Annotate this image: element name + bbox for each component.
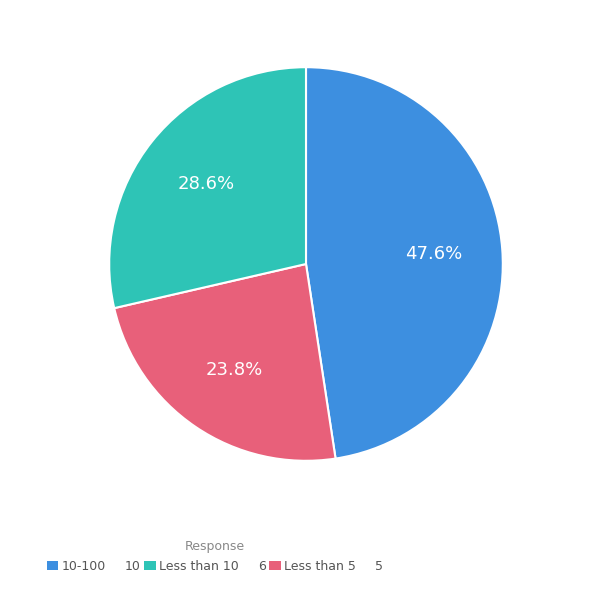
Text: 47.6%: 47.6% [405,245,462,263]
Wedge shape [306,67,503,458]
Wedge shape [114,264,335,461]
Legend: 10-100, 10, Less than 10, 6, Less than 5, 5: 10-100, 10, Less than 10, 6, Less than 5… [41,535,388,578]
Wedge shape [109,67,306,308]
Text: 23.8%: 23.8% [205,361,263,379]
Text: 28.6%: 28.6% [178,175,235,193]
